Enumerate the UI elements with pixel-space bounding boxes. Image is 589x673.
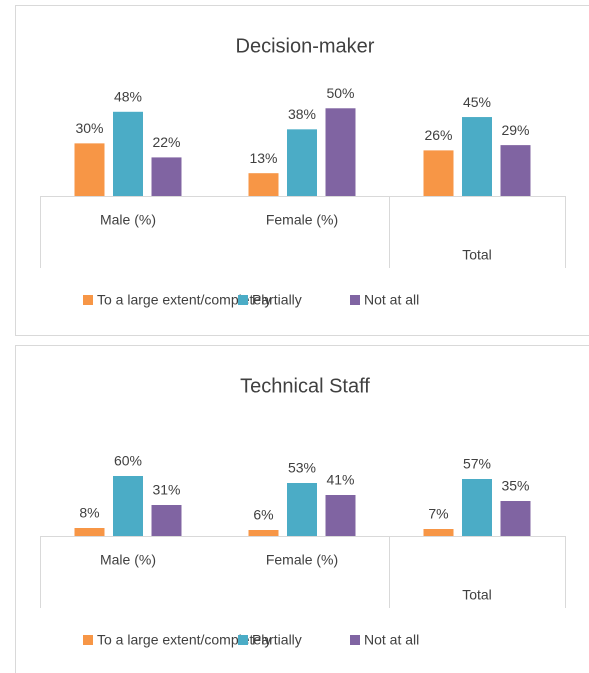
bar: [423, 529, 454, 536]
data-label: 57%: [463, 456, 491, 472]
data-label: 60%: [114, 453, 142, 469]
legend-label: Partially: [252, 632, 302, 648]
data-label: 30%: [75, 120, 103, 136]
bar: [325, 108, 356, 196]
bar: [151, 505, 182, 536]
bar: [287, 129, 317, 196]
legend-label: Partially: [252, 292, 302, 308]
data-label: 22%: [152, 134, 180, 150]
data-label: 50%: [326, 85, 354, 101]
legend-swatch: [83, 635, 93, 645]
bar: [248, 530, 279, 536]
legend-swatch: [350, 635, 360, 645]
data-label: 41%: [326, 472, 354, 488]
legend-swatch: [238, 635, 248, 645]
bar: [325, 495, 356, 536]
bar: [287, 483, 317, 536]
bar: [500, 145, 531, 196]
bar: [462, 117, 492, 196]
legend-label: To a large extent/completely: [97, 632, 271, 648]
bar: [423, 150, 454, 196]
legend-label: Not at all: [364, 632, 419, 648]
legend-label: Not at all: [364, 292, 419, 308]
x-tick-label: Male (%): [100, 552, 156, 568]
bar: [74, 143, 105, 196]
x-tick-label: Total: [462, 247, 492, 263]
bar: [151, 157, 182, 196]
bar: [113, 476, 143, 536]
data-label: 35%: [501, 478, 529, 494]
bar: [248, 173, 279, 196]
bar: [74, 528, 105, 536]
bar: [113, 111, 143, 196]
bar: [462, 479, 492, 536]
x-tick-label: Total: [462, 587, 492, 603]
data-label: 13%: [249, 150, 277, 166]
x-tick-label: Female (%): [266, 552, 338, 568]
chart-title: Decision-maker: [236, 35, 375, 57]
data-label: 45%: [463, 94, 491, 110]
x-tick-label: Female (%): [266, 212, 338, 228]
data-label: 26%: [424, 127, 452, 143]
data-label: 31%: [152, 482, 180, 498]
data-label: 8%: [79, 505, 99, 521]
data-label: 29%: [501, 122, 529, 138]
legend-swatch: [238, 295, 248, 305]
data-label: 48%: [114, 88, 142, 104]
chart-title: Technical Staff: [240, 375, 370, 397]
legend-swatch: [350, 295, 360, 305]
bar: [500, 501, 531, 536]
data-label: 38%: [288, 106, 316, 122]
data-label: 53%: [288, 460, 316, 476]
legend-label: To a large extent/completely: [97, 292, 271, 308]
legend-swatch: [83, 295, 93, 305]
x-tick-label: Male (%): [100, 212, 156, 228]
data-label: 6%: [253, 507, 273, 523]
data-label: 7%: [428, 506, 448, 522]
